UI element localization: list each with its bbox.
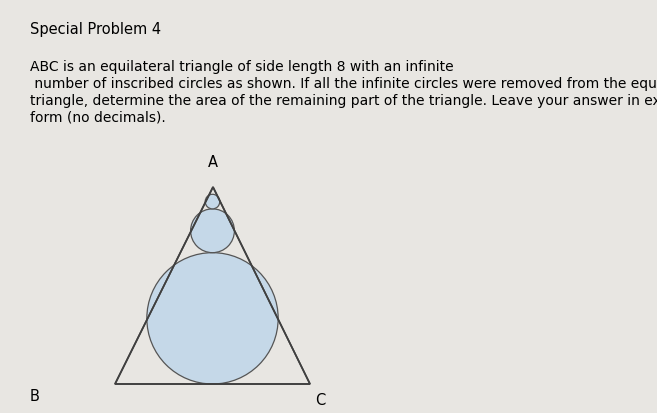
Text: A: A: [208, 154, 218, 170]
Text: form (no decimals).: form (no decimals).: [30, 111, 166, 125]
Text: Special Problem 4: Special Problem 4: [30, 22, 161, 37]
Circle shape: [205, 195, 220, 209]
Text: ABC is an equilateral triangle of side length 8 with an infinite: ABC is an equilateral triangle of side l…: [30, 60, 453, 74]
Circle shape: [147, 253, 278, 384]
Text: triangle, determine the area of the remaining part of the triangle. Leave your a: triangle, determine the area of the rema…: [30, 94, 657, 108]
Text: C: C: [315, 392, 325, 407]
Circle shape: [191, 209, 235, 253]
Text: B: B: [30, 388, 40, 403]
Text: number of inscribed circles as shown. If all the infinite circles were removed f: number of inscribed circles as shown. If…: [30, 77, 657, 91]
